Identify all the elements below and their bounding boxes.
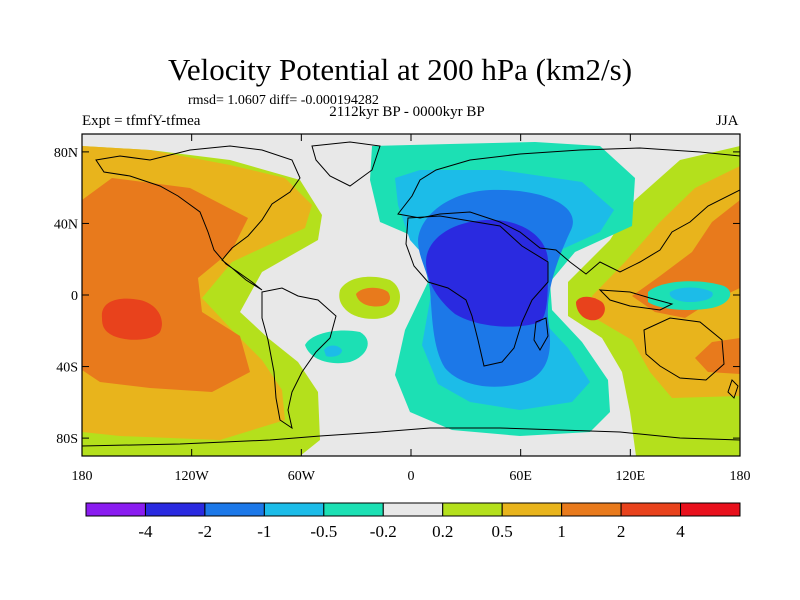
x-tick-label: 60E [509,469,532,484]
y-tick-label: 40N [54,217,78,232]
colorbar: -4 -2 -1 -0.5 -0.2 0.2 0.5 1 2 4 [85,502,741,541]
colorbar-label: -0.2 [370,522,397,541]
coastline-africa [405,215,549,367]
period-text: 2112kyr BP - 0000kyr BP [329,104,485,120]
colorbar-swatch [323,502,384,517]
season-label: JJA [716,113,739,129]
colorbar-label: -1 [257,522,271,541]
x-axis: 180 120W 60W 0 60E 120E 180 [72,134,751,484]
x-tick-label: 120W [175,469,210,484]
colorbar-label: 1 [557,522,566,541]
colorbar-swatch [382,502,444,517]
coastline-eurasia [397,147,740,275]
colorbar-label: 4 [676,522,685,541]
y-tick-label: 80N [54,146,78,161]
colorbar-swatch [204,502,265,517]
colorbar-swatch [620,502,682,517]
colorbar-swatch [561,502,622,517]
pacific-contour-2 [101,298,162,340]
colorbar-label: 2 [617,522,626,541]
colorbar-swatch [263,502,325,517]
atlantic-negative-core [324,345,342,357]
wpac-contour-2 [576,296,605,321]
y-axis: 80N 40N 0 40S 80S [54,146,740,447]
experiment-label: Expt = tfmfY-tfmea [82,113,201,129]
colorbar-label: 0.2 [432,522,453,541]
colorbar-label: -2 [198,522,212,541]
coastlines [82,141,740,447]
coastline-australia [643,317,725,381]
colorbar-swatch [144,502,206,517]
colorbar-label: -0.5 [310,522,337,541]
coastline-new-zealand [727,379,739,399]
chart-title: Velocity Potential at 200 hPa (km2/s) [167,52,633,87]
x-tick-label: 180 [730,469,751,484]
y-tick-label: 80S [56,432,78,447]
colorbar-swatch [680,502,741,517]
coastline-south-america [261,287,337,430]
colorbar-swatch [501,502,563,517]
coastline-antarctica [82,427,740,447]
x-tick-label: 60W [288,469,316,484]
wpac-contour-1b [695,338,740,374]
y-tick-label: 0 [71,289,78,304]
x-tick-label: 0 [408,469,415,484]
wpac-negative-core-inner [669,287,713,302]
colorbar-label: -4 [138,522,153,541]
stats-text: rmsd= 1.0607 diff= -0.000194282 [188,93,379,108]
central-contour--2 [426,219,548,327]
x-tick-label: 180 [72,469,93,484]
y-tick-label: 40S [56,361,78,376]
colorbar-swatch [85,502,146,517]
coastline-indonesia [598,289,674,311]
x-tick-label: 120E [616,469,646,484]
coastline-madagascar [533,317,549,351]
coastline-greenland [311,141,381,187]
atlantic-positive-core [356,287,390,307]
colorbar-label: 0.5 [492,522,513,541]
contour-field [82,134,740,456]
colorbar-swatch [442,502,503,517]
coastline-north-america [95,145,301,291]
